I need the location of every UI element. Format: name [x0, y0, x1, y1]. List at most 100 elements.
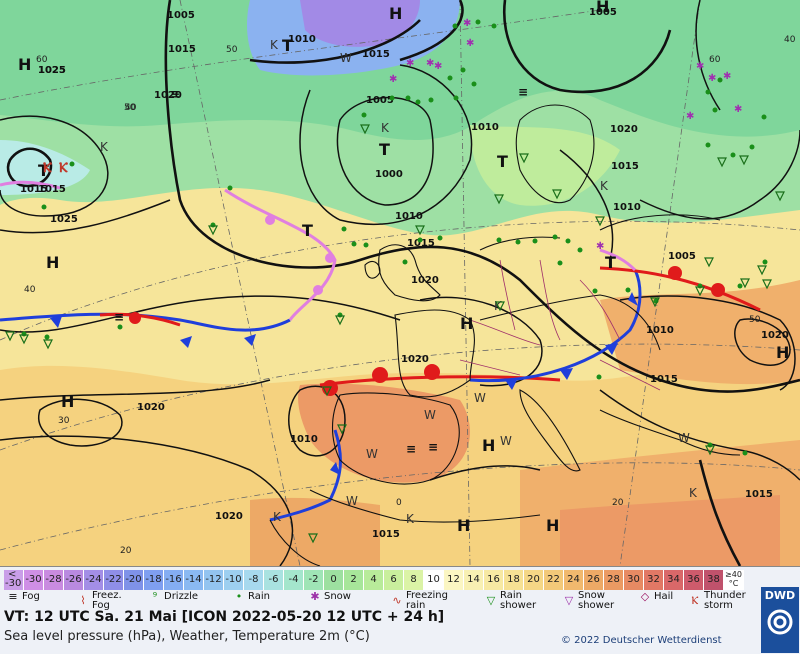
- country-borders: [459, 259, 661, 391]
- system-letter-h: H: [61, 392, 74, 411]
- rain-shower-icon: [495, 301, 505, 312]
- rain-icon: [705, 89, 711, 95]
- latitude-label: 60: [709, 55, 721, 65]
- map-subtitle: Sea level pressure (hPa), Weather, Tempe…: [4, 629, 370, 644]
- latitude-label: 40: [784, 35, 796, 45]
- rain-icon: [762, 259, 768, 265]
- rain-icon: [625, 287, 631, 293]
- rain-icon: [471, 81, 477, 87]
- weather-legend-item: ≡ Fog: [6, 591, 39, 602]
- system-letter-h: H: [776, 343, 789, 362]
- weather-legend-item: ▽ Rain shower: [484, 591, 536, 611]
- rain-shower-icon: [19, 334, 29, 345]
- rain-icon: [496, 237, 502, 243]
- weather-legend-label: Drizzle: [164, 591, 199, 602]
- snow-icon: ✱: [686, 111, 694, 122]
- pressure-label: 1010: [613, 202, 641, 213]
- pressure-label: 1020: [401, 354, 429, 365]
- rain-icon: [351, 241, 357, 247]
- system-letter-h: H: [389, 4, 402, 23]
- scale-cell: -18: [144, 570, 164, 590]
- snow-icon: ✱: [406, 58, 414, 69]
- logo-text: DWD: [764, 589, 796, 602]
- rain-icon: [705, 142, 711, 148]
- scale-cell: -6: [264, 570, 284, 590]
- pressure-label: 1025: [50, 214, 78, 225]
- latitude-label: 0: [396, 498, 402, 508]
- snow-icon: ✱: [734, 104, 742, 115]
- rain-icon: [717, 77, 723, 83]
- freez-icon: ⌇: [80, 594, 86, 607]
- pressure-label: 1025: [38, 65, 66, 76]
- rain-icon: [557, 260, 563, 266]
- fog-icon: ≡: [170, 87, 180, 101]
- scale-cell: 18: [504, 570, 524, 590]
- rain-icon: [363, 242, 369, 248]
- scale-cell: 20: [524, 570, 544, 590]
- scale-cell: -30: [24, 570, 44, 590]
- map-legend: < -30 -30 -28 -26 -24 -22 -20 -18 -16 -14 -12 -10 -8-…: [0, 566, 800, 654]
- latitude-label: 50: [749, 315, 761, 325]
- rain-icon: [697, 283, 703, 289]
- air-mass-letter: K: [406, 512, 415, 526]
- pressure-label: 1020: [411, 275, 439, 286]
- system-letter-t: T: [497, 152, 508, 171]
- scale-cell: 6: [384, 570, 404, 590]
- system-letter-h: H: [460, 314, 473, 333]
- system-letter-h: H: [596, 0, 609, 16]
- scale-cell: < -30: [4, 570, 24, 590]
- scale-cell: 14: [464, 570, 484, 590]
- rain-icon: [565, 238, 571, 244]
- scale-cell: -10: [224, 570, 244, 590]
- pressure-label: 1020: [215, 511, 243, 522]
- air-mass-letter: W: [424, 408, 436, 422]
- scale-cell: -8: [244, 570, 264, 590]
- rain-icon: [417, 237, 423, 243]
- hail-icon: ◇: [640, 590, 650, 603]
- latitude-label: 30: [58, 416, 70, 426]
- system-letter-h: H: [546, 516, 559, 535]
- rain-icon: [491, 23, 497, 29]
- pressure-label: 1015: [372, 529, 400, 540]
- weather-symbols: ✱✱✱✱ ✱ ✱✱ ✱✱✱✱✱≡≡≡≡≡Ⲕ Ⲕ: [5, 18, 785, 544]
- rain-icon: [402, 259, 408, 265]
- system-letter-t: T: [302, 221, 313, 240]
- scale-cell: 4: [364, 570, 384, 590]
- scale-cell: -4: [284, 570, 304, 590]
- scale-cell: -16: [164, 570, 184, 590]
- latitude-label: 40: [24, 285, 36, 295]
- air-mass-letter: K: [600, 179, 609, 193]
- rain-icon: [389, 95, 395, 101]
- scale-cell: 24: [564, 570, 584, 590]
- scale-cell: -14: [184, 570, 204, 590]
- weather-legend-label: Rain shower: [500, 590, 537, 611]
- rain-icon: [21, 331, 27, 337]
- isobars: [0, 0, 800, 566]
- rain-shower-icon: [308, 533, 318, 544]
- pressure-label: 1000: [375, 169, 403, 180]
- air-mass-letter: K: [270, 38, 279, 52]
- fog-icon: ≡: [428, 440, 438, 454]
- rain-shower-icon: [757, 265, 767, 276]
- rain-icon: [707, 442, 713, 448]
- rain-shower-icon: [762, 279, 772, 290]
- pressure-label: 1015: [20, 184, 48, 195]
- fog-icon: ≡: [406, 442, 416, 456]
- weather-legend-item: ⌇ Freez. Fog: [76, 590, 122, 611]
- dwd-logo: DWD: [761, 587, 799, 653]
- fog-icon: ≡: [114, 310, 124, 324]
- snow-icon: ✱: [596, 241, 604, 252]
- rain-shower-icon: [208, 225, 218, 236]
- weather-map: 1005 1015 1010 1015 1025 1020 1005 1010 1000 1010…: [0, 0, 800, 566]
- scale-cell: 16: [484, 570, 504, 590]
- weather-legend-label: Freez. Fog: [92, 590, 122, 611]
- air-mass-letter: W: [346, 494, 358, 508]
- snow-icon: ✱: [426, 58, 434, 69]
- rain-icon: [210, 222, 216, 228]
- thunder-icon: Ⲕ: [691, 594, 699, 607]
- rain-shower-icon: [705, 445, 715, 456]
- pressure-label: 1010: [288, 34, 316, 45]
- system-letter-h: H: [482, 436, 495, 455]
- weather-legend-label: Hail: [654, 591, 674, 602]
